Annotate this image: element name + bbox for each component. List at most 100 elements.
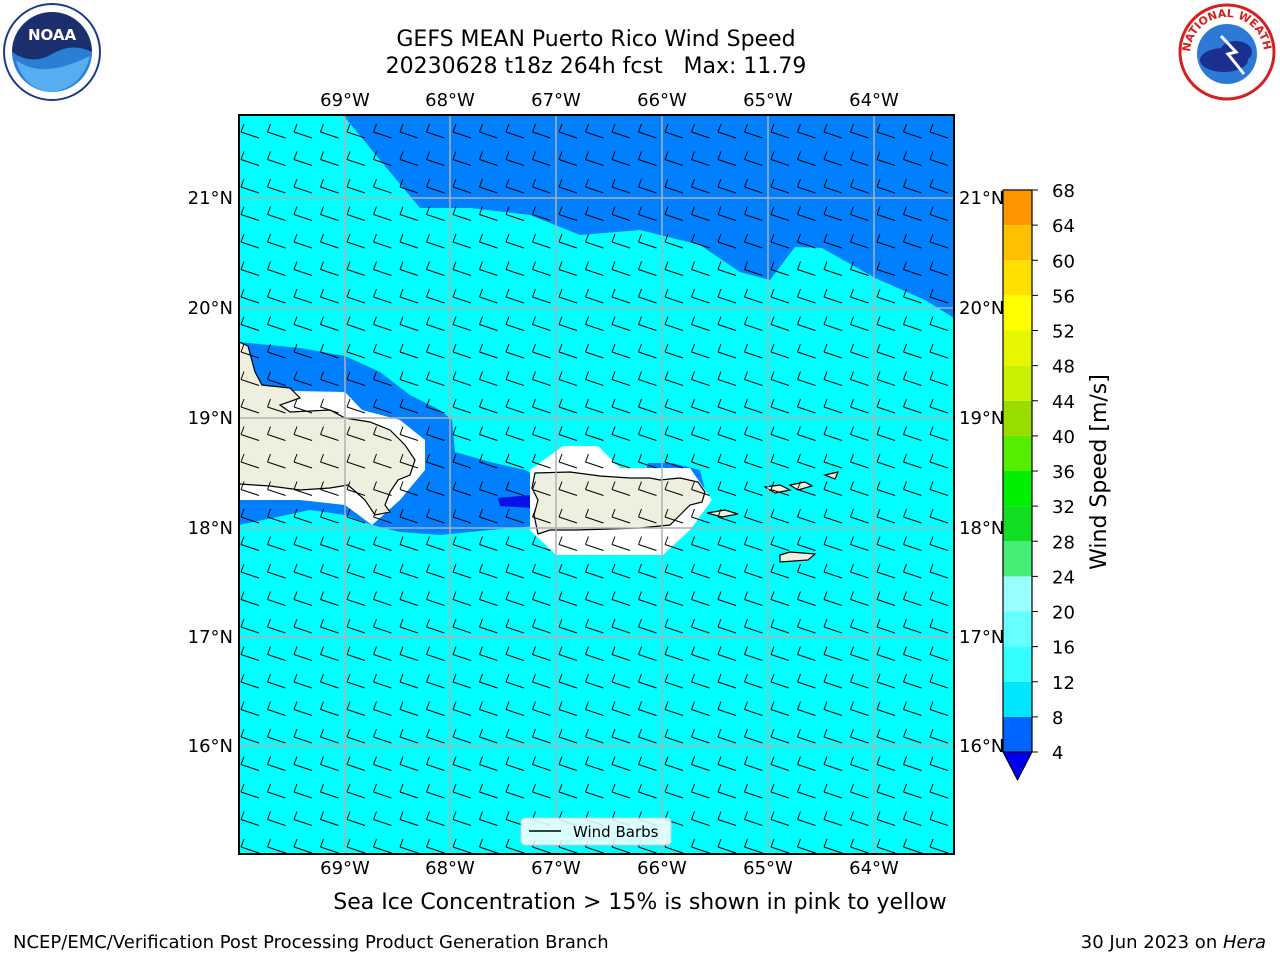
wind-barb <box>346 838 366 854</box>
wind-barb <box>399 756 419 771</box>
wind-barb <box>850 646 869 661</box>
wind-barb <box>823 701 843 716</box>
wind-barb <box>346 261 366 276</box>
wind-barb <box>717 811 737 826</box>
wind-barb <box>691 123 710 139</box>
wind-barb <box>240 261 260 276</box>
wind-barb <box>267 508 286 524</box>
wind-barb <box>399 646 419 661</box>
wind-barb <box>293 783 313 799</box>
wind-barb <box>664 728 684 744</box>
machine-name: Hera <box>1222 932 1266 953</box>
lon-label-bottom-3: 66°W <box>637 858 687 879</box>
wind-barb <box>293 756 313 771</box>
wind-barb <box>240 701 260 716</box>
wind-barb <box>797 178 816 194</box>
wind-barb <box>293 178 313 194</box>
wind-barb <box>664 123 684 139</box>
lat-label-right-2: 19°N <box>959 408 1004 429</box>
wind-barb <box>267 316 286 331</box>
wind-barb <box>823 811 843 826</box>
wind-barb <box>664 646 684 661</box>
wind-barb <box>611 371 631 386</box>
wind-barb <box>267 756 286 771</box>
wind-barb <box>585 151 604 166</box>
vieques-land <box>706 509 739 518</box>
wind-barb <box>426 756 445 771</box>
wind-barb <box>770 783 790 799</box>
wind-barb <box>452 838 472 854</box>
wind-barb <box>532 261 551 276</box>
wind-barb <box>770 343 790 359</box>
wind-barb <box>293 398 313 414</box>
lat-label-right-4: 17°N <box>959 627 1004 648</box>
wind-barb <box>664 783 684 799</box>
lon-label-bottom-0: 69°W <box>320 858 370 879</box>
wind-barb <box>558 728 578 744</box>
chart-subtitle: 20230628 t18z 264h fcst Max: 11.79 <box>385 54 807 79</box>
wind-barb <box>797 838 816 854</box>
noaa-logo: NOAA <box>3 3 101 101</box>
wind-barb <box>346 178 366 194</box>
wind-barb <box>691 343 710 359</box>
wind-barb <box>823 783 843 799</box>
lat-label-right-1: 20°N <box>959 298 1004 319</box>
wind-barb <box>558 151 578 166</box>
wind-barb <box>876 233 896 249</box>
wind-barb <box>929 233 949 249</box>
wind-barb <box>717 206 737 221</box>
wind-barb <box>770 481 790 496</box>
wind-barb <box>638 728 657 744</box>
wind-barb <box>664 398 684 414</box>
wind-barb <box>717 783 737 799</box>
wind-barb <box>611 343 631 359</box>
wind-barb <box>426 701 445 716</box>
wind-barb <box>426 536 445 551</box>
wind-barb <box>505 371 525 386</box>
wind-barb <box>903 233 922 249</box>
wind-barb <box>717 371 737 386</box>
hispaniola-land <box>239 341 416 516</box>
wind-barb <box>452 756 472 771</box>
wind-barb <box>346 646 366 661</box>
wind-barb <box>346 673 366 689</box>
wind-barb <box>850 811 869 826</box>
wind-barb <box>823 563 843 579</box>
wind-barb <box>346 343 366 359</box>
wind-barb <box>770 288 790 304</box>
wind-barb <box>638 288 657 304</box>
wind-barb <box>426 178 445 194</box>
wind-barb <box>823 178 843 194</box>
wind-barb <box>691 233 710 249</box>
wind-barb <box>823 288 843 304</box>
wind-barb <box>558 316 578 331</box>
wind-barb <box>240 618 260 634</box>
wind-barb <box>691 316 710 331</box>
wind-barb <box>293 673 313 689</box>
wind-barb <box>479 536 498 551</box>
wind-barb <box>452 701 472 716</box>
wind-barb <box>611 206 631 221</box>
wind-barb <box>850 481 869 496</box>
wind-barb <box>532 123 551 139</box>
wind-barb <box>770 123 790 139</box>
wind-barb <box>346 811 366 826</box>
wind-barb <box>797 453 816 469</box>
wind-barb <box>717 838 737 854</box>
wind-barb <box>876 426 896 441</box>
wind-barb <box>823 426 843 441</box>
wind-barb <box>452 206 472 221</box>
wind-barb <box>558 563 578 579</box>
wind-barb <box>929 426 949 441</box>
wind-barb <box>903 481 922 496</box>
colorbar-tick-label: 44 <box>1052 392 1075 413</box>
run-date-text: 30 Jun 2023 on <box>1080 932 1223 953</box>
wind-barb <box>373 398 392 414</box>
wind-barb <box>611 123 631 139</box>
wind-barb <box>744 151 763 166</box>
wind-barb <box>320 783 339 799</box>
wind-barb <box>452 508 472 524</box>
wind-barb <box>638 563 657 579</box>
wind-barb <box>585 481 604 496</box>
wind-barb <box>320 371 339 386</box>
